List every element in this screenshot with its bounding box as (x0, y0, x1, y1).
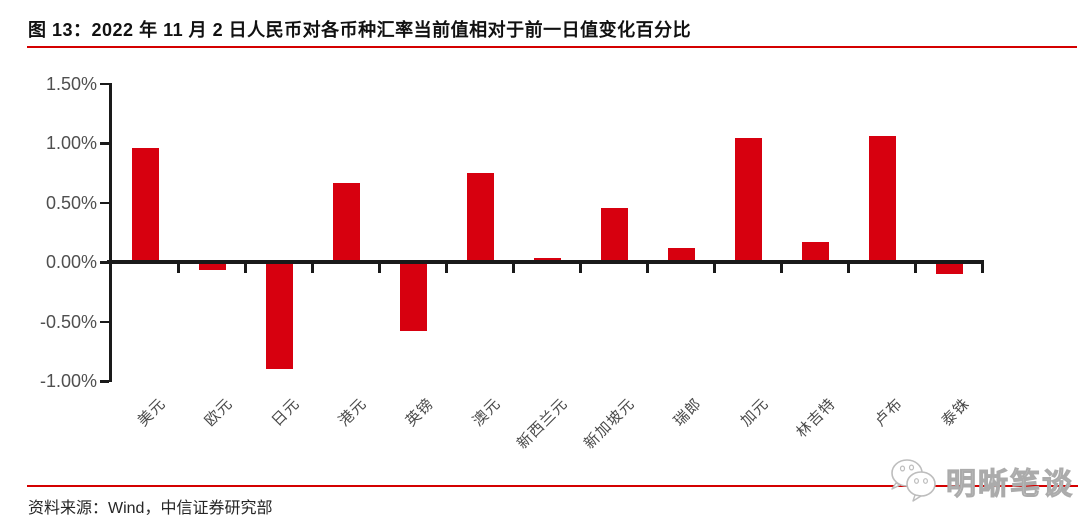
y-tick-label: -0.50% (39, 311, 97, 332)
x-tick (512, 262, 515, 273)
x-axis-label-text: 新加坡元 (580, 395, 639, 453)
y-tick (100, 320, 109, 323)
bar-日元 (265, 262, 293, 370)
footer-divider (27, 485, 1078, 487)
x-axis-label-text: 卢布 (871, 395, 907, 430)
watermark-text: 明晰笔谈 (946, 468, 1074, 502)
y-tick-label: -1.00% (39, 371, 97, 391)
y-axis (109, 83, 112, 382)
bar-英镑 (399, 262, 427, 332)
x-axis-label-text: 英镑 (402, 395, 438, 430)
figure-title: 图 13：2022 年 11 月 2 日人民币对各币种汇率当前值相对于前一日值变… (28, 20, 692, 40)
x-tick (177, 262, 180, 273)
x-axis-label-text: 加元 (737, 395, 773, 430)
x-axis-label-text: 瑞郎 (670, 395, 706, 430)
x-tick (914, 262, 917, 273)
y-tick-label: 1.00% (45, 133, 97, 153)
x-tick (445, 262, 448, 273)
bar-澳元 (466, 172, 494, 262)
y-tick-label: 0.00% (45, 252, 97, 272)
x-tick (713, 262, 716, 273)
x-tick (244, 262, 247, 273)
bar-林吉特 (801, 241, 829, 262)
x-tick (378, 262, 381, 273)
y-tick (100, 380, 109, 383)
bar-美元 (131, 147, 159, 262)
x-axis-label-text: 欧元 (201, 395, 237, 430)
y-tick (100, 82, 109, 85)
x-tick (646, 262, 649, 273)
x-tick (579, 262, 582, 273)
x-axis-label-text: 新西兰元 (513, 395, 572, 453)
x-axis-label-text: 泰铢 (938, 395, 974, 430)
x-axis-label-text: 澳元 (469, 395, 505, 430)
exchange-rate-bar-chart: 1.50% 1.00% 0.50% 0.00% -0.50% -1.00% 美元 欧元 日元港… (39, 73, 984, 453)
source-text: 资料来源：Wind，中信证券研究部 (28, 500, 273, 517)
bar-瑞郎 (667, 247, 695, 262)
x-tick (311, 262, 314, 273)
bar-新加坡元 (600, 208, 628, 262)
bar-欧元 (198, 262, 226, 271)
bar-卢布 (868, 135, 896, 262)
y-tick (100, 261, 109, 264)
wechat-chat-bubbles-icon (891, 459, 936, 502)
bar-港元 (332, 183, 360, 262)
x-axis-label-text: 美元 (134, 395, 170, 430)
bar-泰铢 (935, 262, 963, 274)
bar-加元 (734, 138, 762, 262)
title-underline (27, 46, 1077, 48)
y-tick-label: 0.50% (45, 192, 97, 213)
x-axis (107, 259, 984, 264)
y-tick (100, 201, 109, 204)
x-tick (981, 262, 984, 273)
x-axis-label-text: 林吉特 (793, 395, 840, 442)
x-tick (780, 262, 783, 273)
x-tick (847, 262, 850, 273)
x-axis-label-text: 日元 (268, 395, 304, 430)
x-axis-label-text: 港元 (335, 395, 371, 430)
y-tick-label: 1.50% (45, 73, 97, 94)
watermark: 明晰笔谈 (886, 455, 1080, 507)
y-tick (100, 142, 109, 145)
